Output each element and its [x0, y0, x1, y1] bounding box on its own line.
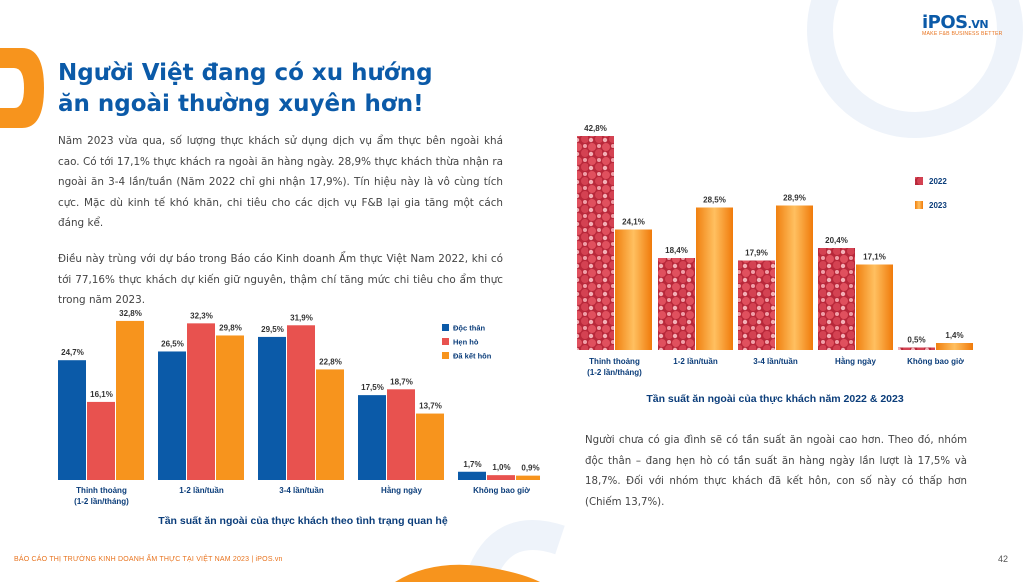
bar-2022-3: [818, 248, 855, 350]
page-number: 42: [998, 554, 1009, 564]
bar-Độc thân-2: [258, 336, 286, 480]
data-label: 1,4%: [945, 331, 963, 340]
logo-domain: .VN: [967, 18, 989, 31]
title-line-2: ăn ngoài thường xuyên hơn!: [58, 91, 424, 117]
data-label: 24,1%: [622, 218, 645, 227]
bar-Hẹn hò-2: [287, 325, 315, 480]
category-label: 1-2 lần/tuần: [179, 486, 224, 495]
legend-swatch: [442, 338, 449, 345]
chart-title: Tần suất ăn ngoài của thực khách theo tì…: [158, 515, 448, 527]
legend-label: 2022: [929, 177, 947, 186]
yearly-frequency-chart: 42,8% 18,4% 17,9% 20,4% 0,5% 24,1% 28,5% 28,9% 1…: [577, 124, 973, 405]
data-label: 18,4%: [665, 246, 688, 255]
bar-2023-2: [776, 205, 813, 350]
data-label: 17,5%: [361, 383, 384, 392]
bar-2023-1: [696, 207, 733, 350]
category-label: Hằng ngày: [835, 357, 876, 366]
bar-Độc thân-4: [458, 471, 486, 480]
bar-Đã kết hôn-2: [316, 369, 344, 480]
footer-text: BÁO CÁO THỊ TRƯỜNG KINH DOANH ẨM THỰC TẠ…: [14, 556, 283, 563]
category-label: (1-2 lần/tháng): [74, 497, 129, 506]
data-label: 31,9%: [290, 313, 313, 322]
bar-Độc thân-3: [358, 395, 386, 480]
data-label: 20,4%: [825, 236, 848, 245]
chart-title: Tần suất ăn ngoài của thực khách năm 202…: [646, 393, 904, 405]
bar-Đã kết hôn-3: [416, 413, 444, 480]
legend-label: Độc thân: [453, 324, 486, 333]
bar-2022-1: [658, 258, 695, 350]
bar-2023-4: [936, 343, 973, 350]
data-label: 0,9%: [521, 464, 539, 473]
data-label: 32,3%: [190, 311, 213, 320]
logo-main: iPOS: [922, 12, 968, 33]
data-label: 29,5%: [261, 325, 284, 334]
bar-2023-0: [615, 229, 652, 350]
bar-Hẹn hò-0: [87, 401, 115, 480]
intro-paragraph: Năm 2023 vừa qua, số lượng thực khách sử…: [58, 135, 503, 229]
data-label: 1,0%: [492, 463, 510, 472]
legend-label: Đã kết hôn: [453, 352, 492, 361]
data-label: 24,7%: [61, 348, 84, 357]
category-label: 3-4 lần/tuần: [753, 357, 798, 366]
category-label: 3-4 lần/tuần: [279, 486, 324, 495]
data-label: 28,9%: [783, 194, 806, 203]
category-label: Hằng ngày: [381, 486, 422, 495]
bar-2023-3: [856, 264, 893, 350]
category-label: Không bao giờ: [907, 357, 964, 366]
data-label: 1,7%: [463, 460, 481, 469]
bar-Hẹn hò-4: [487, 475, 515, 480]
relationship-frequency-chart: 24,7% 26,5% 29,5% 17,5% 1,7% 16,1% 32,3% 31,9% 1…: [58, 310, 540, 527]
bar-Đã kết hôn-4: [516, 475, 540, 480]
data-label: 0,5%: [907, 336, 925, 345]
legend-label: Hẹn hò: [453, 338, 479, 347]
bar-2022-4: [898, 347, 935, 350]
data-label: 13,7%: [419, 402, 442, 411]
category-label: (1-2 lần/tháng): [587, 368, 642, 377]
data-label: 28,5%: [703, 196, 726, 205]
page-title: Người Việt đang có xu hướng ăn ngoài thư…: [58, 58, 433, 120]
data-label: 26,5%: [161, 339, 184, 348]
category-label: Thỉnh thoảng: [589, 357, 640, 366]
title-line-1: Người Việt đang có xu hướng: [58, 60, 433, 86]
logo-tagline: MAKE F&B BUSINESS BETTER: [922, 31, 1003, 37]
category-label: 1-2 lần/tuần: [673, 357, 718, 366]
category-label: Không bao giờ: [473, 486, 530, 495]
legend-swatch: [915, 201, 923, 209]
legend-label: 2023: [929, 201, 947, 210]
bar-Độc thân-0: [58, 360, 86, 480]
bar-Đã kết hôn-0: [116, 320, 144, 480]
bar-Hẹn hò-3: [387, 389, 415, 480]
bar-2022-2: [738, 260, 775, 350]
data-label: 17,9%: [745, 249, 768, 258]
relationship-paragraph: Người chưa có gia đình sẽ có tần suất ăn…: [585, 435, 967, 508]
data-label: 42,8%: [584, 124, 607, 133]
bar-Độc thân-1: [158, 351, 186, 480]
data-label: 22,8%: [319, 357, 342, 366]
forecast-paragraph: Điều này trùng với dự báo trong Báo cáo …: [58, 253, 503, 306]
ipos-logo: iPOS.VN MAKE F&B BUSINESS BETTER: [922, 12, 1018, 37]
data-label: 17,1%: [863, 253, 886, 262]
category-label: Thỉnh thoảng: [76, 486, 127, 495]
data-label: 18,7%: [390, 377, 413, 386]
legend-swatch: [442, 352, 449, 359]
bar-Hẹn hò-1: [187, 323, 215, 480]
data-label: 16,1%: [90, 390, 113, 399]
legend-swatch: [915, 177, 923, 185]
legend-swatch: [442, 324, 449, 331]
bar-2022-0: [577, 136, 614, 350]
data-label: 32,8%: [119, 310, 142, 318]
data-label: 29,8%: [219, 323, 242, 332]
bar-Đã kết hôn-1: [216, 335, 244, 480]
